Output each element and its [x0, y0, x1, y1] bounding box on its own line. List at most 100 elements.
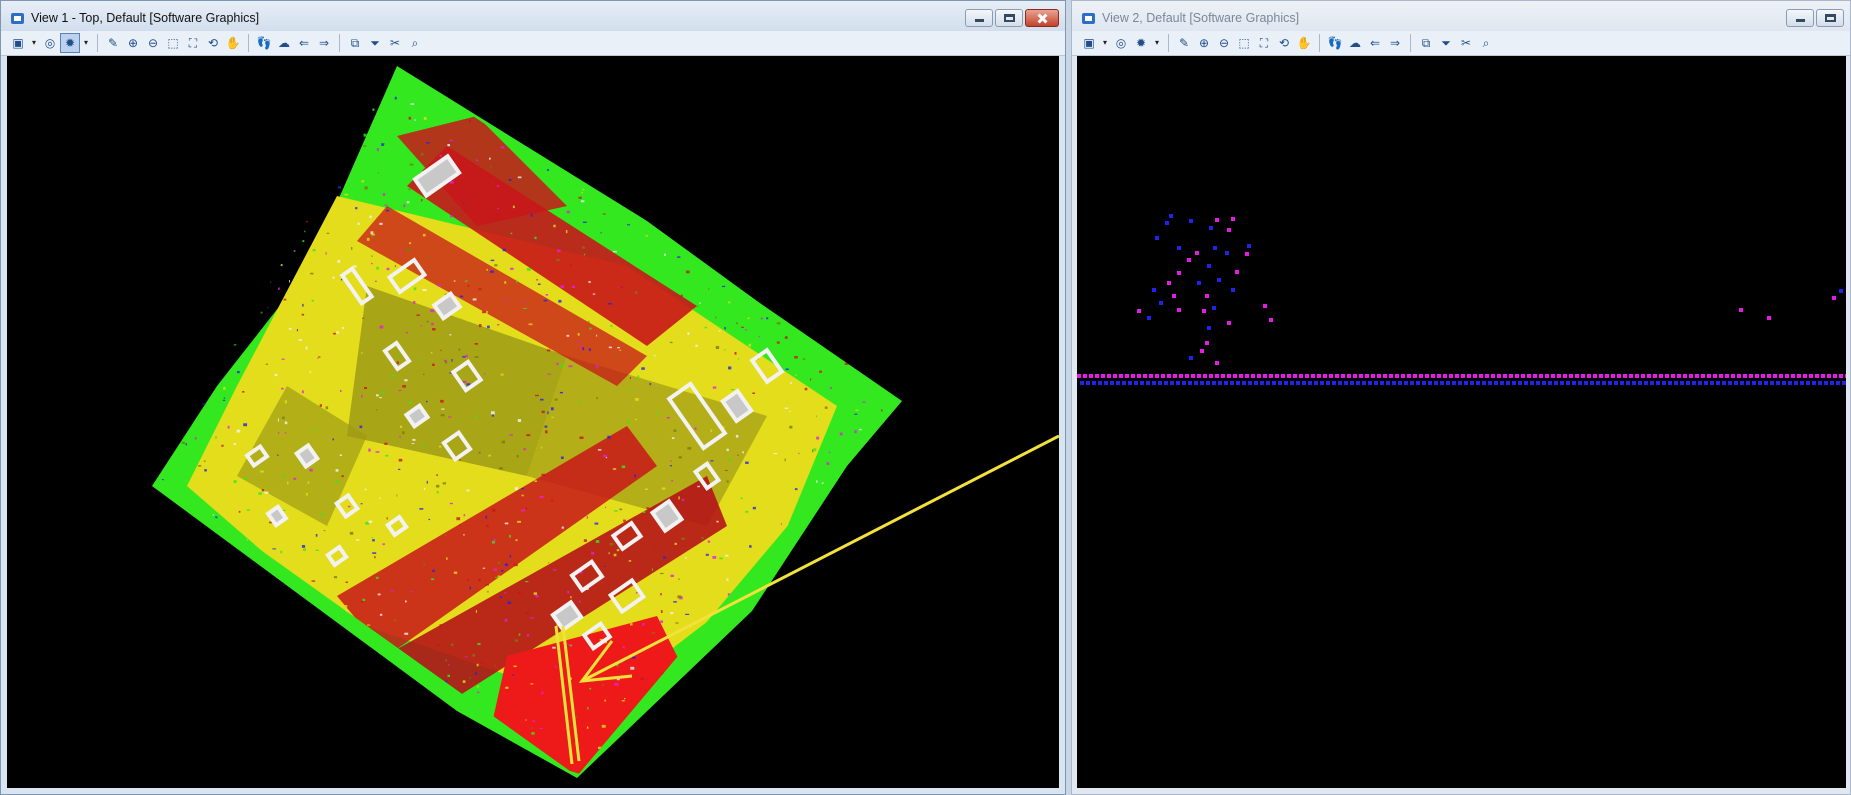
copy-view-icon[interactable]: ⧉ [350, 36, 360, 50]
next-view-icon[interactable]: ⇒ [1389, 36, 1401, 50]
previous-view-icon[interactable]: ⇐ [298, 36, 310, 50]
view-1-viewport[interactable] [7, 56, 1059, 788]
noise-point [284, 421, 288, 425]
minimize-button[interactable] [965, 9, 993, 27]
noise-point [310, 197, 315, 200]
noise-point [258, 271, 263, 275]
section-point [1101, 374, 1105, 378]
fit-view-icon[interactable]: ⛶ [188, 36, 198, 50]
noise-point [678, 578, 680, 580]
noise-point [804, 324, 806, 327]
noise-point [592, 293, 596, 295]
noise-point [709, 143, 712, 145]
section-point [1839, 374, 1843, 378]
section-point [1203, 374, 1207, 378]
pan-view-icon[interactable]: ✋ [1296, 36, 1312, 50]
pan-view-icon[interactable]: ✋ [225, 36, 241, 50]
fly-icon[interactable]: ☁ [1349, 36, 1361, 50]
walk-icon[interactable]: 👣 [1327, 36, 1343, 50]
clip-volume-icon[interactable]: ⏷ [370, 36, 380, 50]
section-point [1761, 374, 1765, 378]
zoom-in-icon[interactable]: ⊕ [1198, 36, 1210, 50]
noise-point [475, 610, 477, 613]
noise-point [877, 226, 881, 229]
noise-point [580, 571, 583, 574]
building-outline [325, 544, 349, 568]
window-area-icon[interactable]: ⬚ [167, 36, 179, 50]
noise-point [811, 197, 815, 200]
noise-point [477, 685, 479, 688]
noise-point [223, 617, 226, 620]
section-point [1293, 374, 1297, 378]
noise-point [368, 448, 371, 452]
noise-point [371, 233, 375, 236]
noise-point [784, 458, 786, 462]
noise-point [566, 334, 570, 337]
noise-point [674, 547, 677, 550]
camera-icon[interactable]: ⌕ [411, 36, 419, 50]
walk-icon[interactable]: 👣 [256, 36, 272, 50]
maximize-button[interactable] [995, 9, 1023, 27]
noise-point [317, 357, 319, 359]
close-button[interactable] [1025, 9, 1059, 27]
display-style-icon[interactable]: ◎ [44, 36, 56, 50]
view-attributes-icon[interactable]: ▣ [12, 36, 24, 50]
window-area-icon[interactable]: ⬚ [1238, 36, 1250, 50]
section-point [1770, 381, 1774, 385]
dropdown-arrow-icon[interactable]: ▾ [1154, 38, 1159, 47]
clip-volume-icon[interactable]: ⏷ [1441, 36, 1451, 50]
maximize-button[interactable] [1816, 9, 1844, 27]
section-point [1263, 374, 1267, 378]
noise-point [760, 763, 765, 765]
section-point [1518, 381, 1522, 385]
noise-point [409, 591, 413, 593]
update-view-icon[interactable]: ✎ [107, 36, 119, 50]
view-2-titlebar[interactable]: View 2, Default [Software Graphics] [1072, 1, 1850, 35]
dropdown-arrow-icon[interactable]: ▾ [83, 38, 88, 47]
fit-view-icon[interactable]: ⛶ [1259, 36, 1269, 50]
rotate-view-icon[interactable]: ⟲ [1278, 36, 1290, 50]
display-style-icon[interactable]: ◎ [1115, 36, 1127, 50]
minimize-button[interactable] [1786, 9, 1814, 27]
section-point [1254, 381, 1258, 385]
noise-point [699, 83, 704, 87]
noise-point [762, 759, 765, 762]
camera-icon[interactable]: ⌕ [1482, 36, 1490, 50]
section-point [1236, 381, 1240, 385]
fly-icon[interactable]: ☁ [278, 36, 290, 50]
clip-mask-icon[interactable]: ✂ [389, 36, 401, 50]
previous-view-icon[interactable]: ⇐ [1369, 36, 1381, 50]
noise-point [725, 78, 729, 80]
noise-point [438, 445, 442, 448]
view-2-viewport[interactable] [1077, 56, 1846, 788]
zoom-out-icon[interactable]: ⊖ [147, 36, 159, 50]
zoom-in-icon[interactable]: ⊕ [127, 36, 139, 50]
noise-point [233, 443, 236, 446]
lighting-icon[interactable]: ✹ [60, 33, 80, 53]
noise-point [661, 487, 666, 490]
dropdown-arrow-icon[interactable]: ▾ [31, 38, 36, 47]
noise-point [287, 481, 289, 485]
noise-point [659, 113, 662, 116]
noise-point [469, 586, 471, 590]
dropdown-arrow-icon[interactable]: ▾ [1102, 38, 1107, 47]
noise-point [418, 750, 422, 753]
noise-point [332, 276, 335, 279]
rotate-view-icon[interactable]: ⟲ [207, 36, 219, 50]
noise-point [174, 573, 178, 576]
noise-point [192, 73, 196, 75]
view-1-titlebar[interactable]: View 1 - Top, Default [Software Graphics… [1, 1, 1065, 35]
next-view-icon[interactable]: ⇒ [318, 36, 330, 50]
view-attributes-icon[interactable]: ▣ [1083, 36, 1095, 50]
noise-point [463, 380, 467, 383]
section-point [1320, 381, 1324, 385]
noise-point [238, 510, 241, 513]
noise-point [187, 738, 191, 741]
update-view-icon[interactable]: ✎ [1178, 36, 1190, 50]
clip-mask-icon[interactable]: ✂ [1460, 36, 1472, 50]
copy-view-icon[interactable]: ⧉ [1421, 36, 1431, 50]
noise-point [372, 539, 375, 542]
noise-point [226, 222, 228, 224]
zoom-out-icon[interactable]: ⊖ [1218, 36, 1230, 50]
lighting-icon[interactable]: ✹ [1135, 36, 1147, 50]
